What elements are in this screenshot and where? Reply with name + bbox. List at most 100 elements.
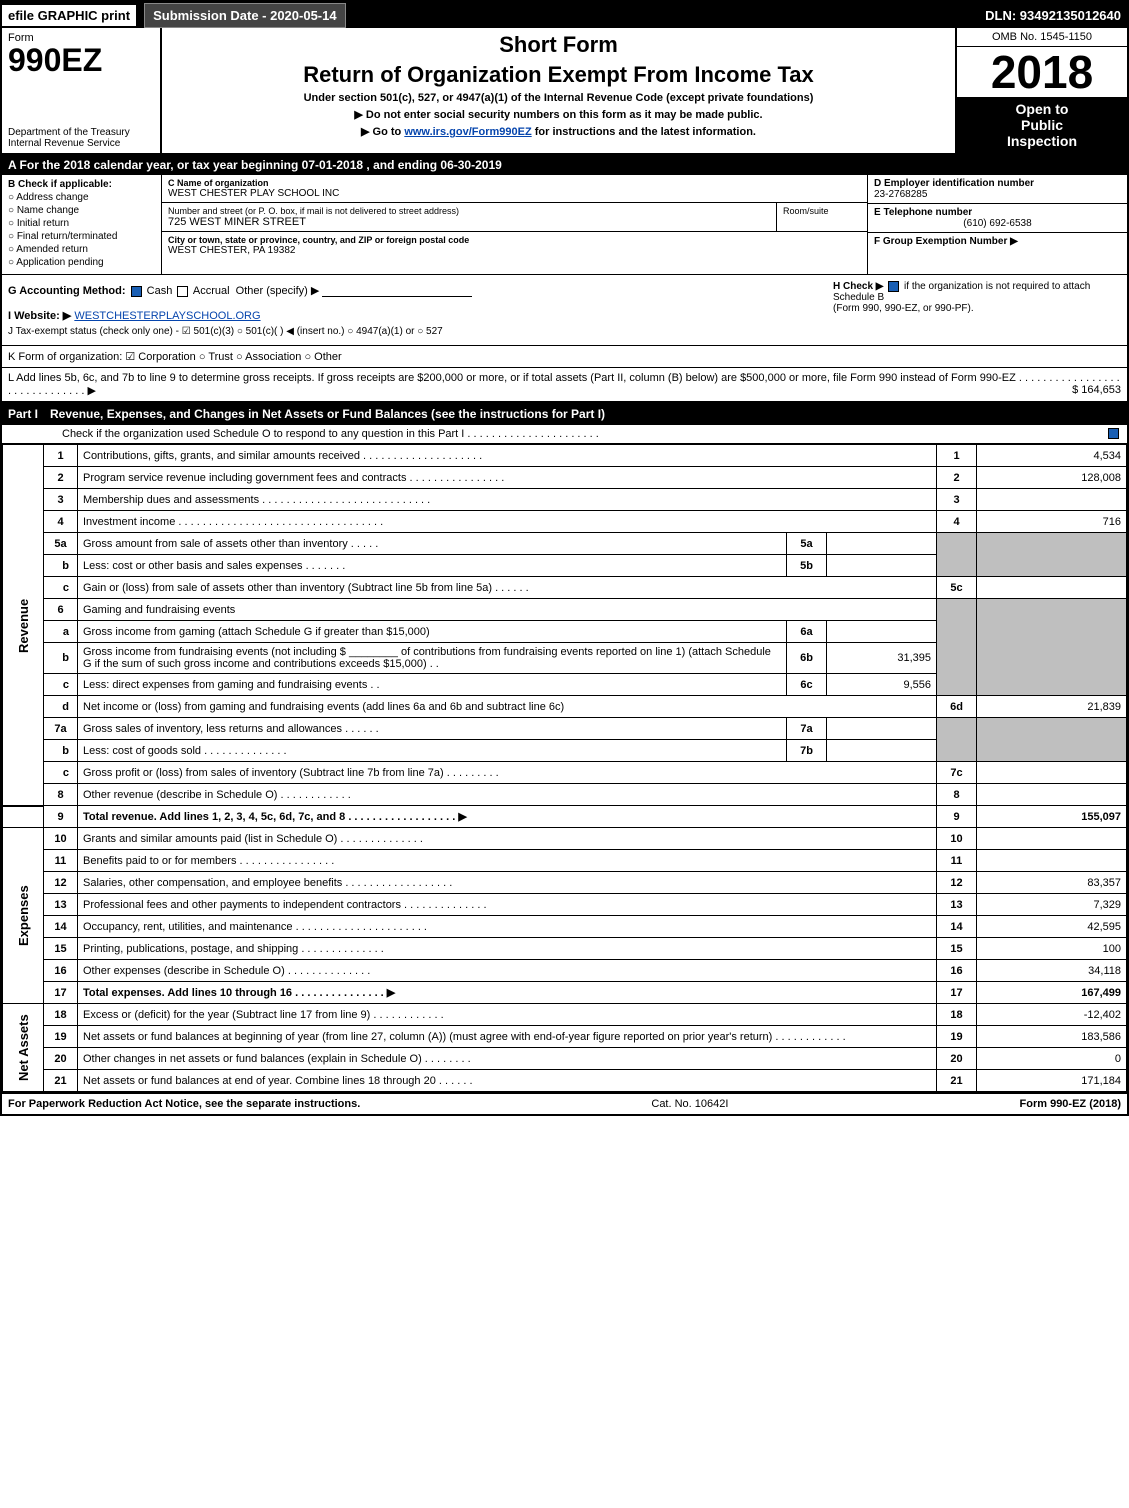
- l11-desc: Benefits paid to or for members . . . . …: [78, 850, 937, 872]
- col-def: D Employer identification number 23-2768…: [867, 175, 1127, 274]
- l6a-num: a: [44, 621, 78, 643]
- l15-num: 15: [44, 938, 78, 960]
- irs-label: Internal Revenue Service: [8, 138, 120, 149]
- e-label: E Telephone number: [874, 207, 1121, 218]
- chk-name-change[interactable]: Name change: [8, 205, 155, 216]
- l5a-num: 5a: [44, 533, 78, 555]
- row-gh: G Accounting Method: Cash Accrual Other …: [2, 275, 1127, 346]
- d-ein-block: D Employer identification number 23-2768…: [868, 175, 1127, 204]
- l8-desc: Other revenue (describe in Schedule O) .…: [78, 784, 937, 806]
- open3: Inspection: [959, 133, 1125, 149]
- irs-link[interactable]: www.irs.gov/Form990EZ: [404, 126, 531, 138]
- chk-initial-return[interactable]: Initial return: [8, 218, 155, 229]
- row-1: Revenue 1 Contributions, gifts, grants, …: [3, 445, 1127, 467]
- l2-val: 128,008: [977, 467, 1127, 489]
- row-3: 3 Membership dues and assessments . . . …: [3, 489, 1127, 511]
- part1-subnote-text: Check if the organization used Schedule …: [62, 428, 599, 440]
- tax-year: 2018: [957, 47, 1127, 97]
- row-20: 20 Other changes in net assets or fund b…: [3, 1048, 1127, 1070]
- l5c-code: 5c: [937, 577, 977, 599]
- l3-code: 3: [937, 489, 977, 511]
- row-a-mid: , and ending: [363, 158, 440, 172]
- l4-val: 716: [977, 511, 1127, 533]
- l3-val: [977, 489, 1127, 511]
- note-goto: ▶ Go to www.irs.gov/Form990EZ for instru…: [170, 125, 947, 138]
- l20-val: 0: [977, 1048, 1127, 1070]
- address-main: Number and street (or P. O. box, if mail…: [162, 203, 777, 231]
- l5a-sc: 5a: [787, 533, 827, 555]
- topbar-left: efile GRAPHIC print Submission Date - 20…: [2, 3, 346, 28]
- g-other-input[interactable]: [322, 283, 472, 297]
- g-label: G Accounting Method:: [8, 285, 126, 297]
- l1-val: 4,534: [977, 445, 1127, 467]
- l6b-desc: Gross income from fundraising events (no…: [78, 643, 787, 674]
- l8-val: [977, 784, 1127, 806]
- l14-code: 14: [937, 916, 977, 938]
- l5a-desc: Gross amount from sale of assets other t…: [78, 533, 787, 555]
- side-revenue: Revenue: [3, 445, 44, 806]
- chk-application-pending[interactable]: Application pending: [8, 257, 155, 268]
- l7b-sv: [827, 740, 937, 762]
- h-text2: (Form 990, 990-EZ, or 990-PF).: [833, 303, 974, 314]
- chk-schedule-o[interactable]: [1108, 428, 1119, 439]
- note-goto-pre: ▶ Go to: [361, 126, 404, 138]
- l6c-desc: Less: direct expenses from gaming and fu…: [78, 674, 787, 696]
- l6a-sc: 6a: [787, 621, 827, 643]
- l7b-sc: 7b: [787, 740, 827, 762]
- l13-desc: Professional fees and other payments to …: [78, 894, 937, 916]
- l6abc-shade-code: [937, 599, 977, 696]
- l17-val: 167,499: [977, 982, 1127, 1004]
- l15-desc: Printing, publications, postage, and shi…: [78, 938, 937, 960]
- row-17: 17 Total expenses. Add lines 10 through …: [3, 982, 1127, 1004]
- l15-val: 100: [977, 938, 1127, 960]
- l5b-sc: 5b: [787, 555, 827, 577]
- chk-address-change[interactable]: Address change: [8, 192, 155, 203]
- l13-val: 7,329: [977, 894, 1127, 916]
- chk-h[interactable]: [888, 281, 899, 292]
- l21-val: 171,184: [977, 1070, 1127, 1092]
- chk-final-return[interactable]: Final return/terminated: [8, 231, 155, 242]
- l21-desc: Net assets or fund balances at end of ye…: [78, 1070, 937, 1092]
- chk-cash[interactable]: [131, 286, 142, 297]
- chk-amended-return[interactable]: Amended return: [8, 244, 155, 255]
- open-to-public: Open to Public Inspection: [957, 97, 1127, 153]
- f-label: F Group Exemption Number ▶: [874, 236, 1018, 247]
- l5c-val: [977, 577, 1127, 599]
- l17-code: 17: [937, 982, 977, 1004]
- l5b-num: b: [44, 555, 78, 577]
- l4-num: 4: [44, 511, 78, 533]
- part1-title: Revenue, Expenses, and Changes in Net As…: [50, 407, 1121, 421]
- part1-subnote: Check if the organization used Schedule …: [2, 425, 1127, 444]
- chk-accrual[interactable]: [177, 286, 188, 297]
- l6b-num: b: [44, 643, 78, 674]
- row-6d: d Net income or (loss) from gaming and f…: [3, 696, 1127, 718]
- subtitle: Under section 501(c), 527, or 4947(a)(1)…: [170, 92, 947, 104]
- org-name: WEST CHESTER PLAY SCHOOL INC: [168, 188, 861, 199]
- website-link[interactable]: WESTCHESTERPLAYSCHOOL.ORG: [74, 310, 260, 322]
- l6-desc: Gaming and fundraising events: [78, 599, 937, 621]
- city-block: City or town, state or province, country…: [162, 232, 867, 259]
- financial-table: Revenue 1 Contributions, gifts, grants, …: [2, 444, 1127, 1092]
- open2: Public: [959, 117, 1125, 133]
- l18-desc: Excess or (deficit) for the year (Subtra…: [78, 1004, 937, 1026]
- l4-desc: Investment income . . . . . . . . . . . …: [78, 511, 937, 533]
- tax-year-end: 06-30-2019: [440, 158, 501, 172]
- row-6: 6 Gaming and fundraising events: [3, 599, 1127, 621]
- form-header: Form 990EZ Department of the Treasury In…: [2, 28, 1127, 155]
- ein-value: 23-2768285: [874, 189, 1121, 200]
- l5ab-shade-code: [937, 533, 977, 577]
- l4-code: 4: [937, 511, 977, 533]
- row-a-pre: A For the 2018 calendar year, or tax yea…: [8, 158, 302, 172]
- l5b-desc: Less: cost or other basis and sales expe…: [78, 555, 787, 577]
- side-expenses: Expenses: [3, 828, 44, 1004]
- l9-code: 9: [937, 806, 977, 828]
- l5b-sv: [827, 555, 937, 577]
- l11-code: 11: [937, 850, 977, 872]
- l6c-num: c: [44, 674, 78, 696]
- efile-label[interactable]: efile GRAPHIC print: [2, 5, 136, 26]
- l8-code: 8: [937, 784, 977, 806]
- row-7a: 7a Gross sales of inventory, less return…: [3, 718, 1127, 740]
- l5ab-shade-val: [977, 533, 1127, 577]
- c-label: C Name of organization: [168, 178, 861, 188]
- col-b-checkboxes: B Check if applicable: Address change Na…: [2, 175, 162, 274]
